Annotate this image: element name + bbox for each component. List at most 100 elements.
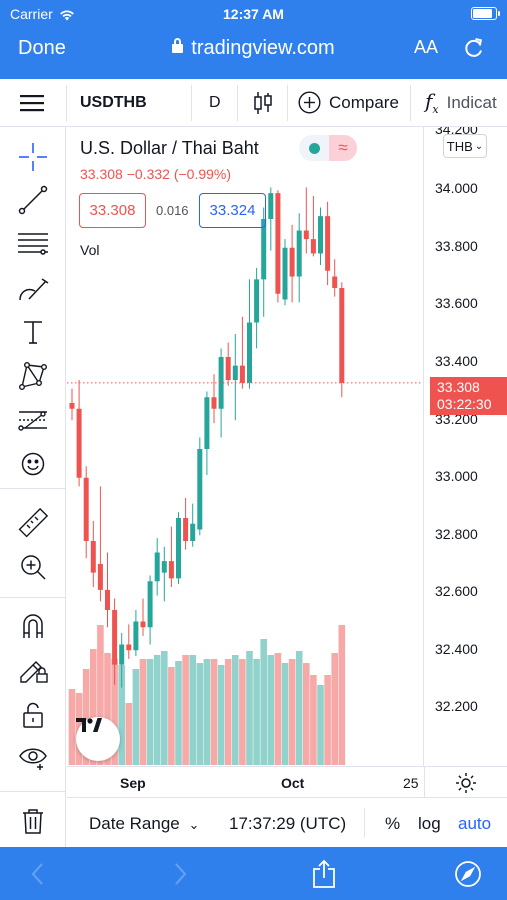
percent-toggle[interactable]: % bbox=[385, 814, 401, 833]
volume-bar bbox=[217, 665, 225, 765]
candle-body bbox=[310, 239, 316, 254]
fib-lines-icon bbox=[18, 233, 48, 255]
pattern-tool[interactable] bbox=[16, 359, 50, 393]
candle-body bbox=[154, 552, 160, 582]
url-text: tradingview.com bbox=[191, 37, 335, 59]
candle-body bbox=[176, 518, 181, 579]
tradingview-logo[interactable] bbox=[76, 717, 120, 761]
log-toggle[interactable]: log bbox=[418, 814, 441, 833]
text-size-button[interactable]: AA bbox=[414, 37, 438, 58]
symbol-search-button[interactable]: USDTHB bbox=[80, 93, 147, 111]
volume-bar bbox=[182, 655, 189, 765]
measure-tool[interactable] bbox=[16, 506, 50, 540]
spread-value: 0.016 bbox=[156, 203, 189, 218]
price-tick: 34.200 bbox=[435, 127, 478, 137]
volume-bar bbox=[260, 639, 267, 765]
bookmarks-button[interactable] bbox=[453, 859, 483, 889]
market-status-pill[interactable]: ≈ bbox=[299, 135, 357, 161]
lock-all-tool[interactable] bbox=[16, 698, 50, 732]
candle-body bbox=[183, 518, 189, 541]
address-bar[interactable]: tradingview.com bbox=[0, 37, 507, 60]
carrier-label: Carrier bbox=[10, 6, 53, 22]
time-axis[interactable]: Sep Oct 25 bbox=[67, 766, 507, 798]
candles-icon bbox=[254, 91, 272, 114]
magnet-tool[interactable] bbox=[16, 609, 50, 643]
market-open-dot bbox=[309, 143, 320, 154]
projection-tool[interactable] bbox=[16, 403, 50, 437]
sell-button[interactable]: 33.308 bbox=[79, 193, 146, 228]
volume-legend: Vol bbox=[80, 242, 100, 258]
date-range-button[interactable]: Date Range ⌄ bbox=[89, 814, 199, 834]
candle-body bbox=[161, 561, 167, 573]
back-button[interactable] bbox=[22, 859, 52, 889]
volume-bar bbox=[203, 659, 211, 765]
candle-body bbox=[268, 193, 274, 219]
price-tick: 33.400 bbox=[435, 353, 478, 369]
candle-body bbox=[282, 247, 288, 300]
battery-icon bbox=[471, 7, 500, 20]
browser-header: Carrier 12:37 AM Done tradingview.com AA bbox=[0, 0, 507, 79]
safari-toolbar bbox=[0, 847, 507, 900]
unlock-icon bbox=[23, 702, 43, 728]
candle-body bbox=[204, 397, 210, 449]
fib-tool[interactable] bbox=[16, 227, 50, 261]
volume-bar bbox=[168, 667, 175, 765]
chart-pane[interactable]: U.S. Dollar / Thai Baht ≈ 33.308 −0.332 … bbox=[67, 127, 507, 797]
chevron-right-icon bbox=[175, 863, 187, 885]
price-tick: 33.600 bbox=[435, 295, 478, 311]
chart-settings-button[interactable] bbox=[424, 767, 507, 798]
indicators-button[interactable]: fx Indicat bbox=[425, 79, 497, 126]
text-tool[interactable] bbox=[16, 315, 50, 349]
chart-type-button[interactable] bbox=[253, 79, 273, 126]
currency-select[interactable]: THB ⌄ bbox=[443, 134, 487, 158]
candle-body bbox=[69, 403, 75, 409]
volume-bar bbox=[295, 651, 303, 765]
done-button[interactable]: Done bbox=[18, 37, 66, 59]
status-time: 12:37 AM bbox=[223, 6, 284, 22]
volume-bar bbox=[161, 651, 168, 765]
volume-bar bbox=[68, 689, 76, 765]
lock-drawing-tool[interactable] bbox=[16, 653, 50, 687]
volume-bar bbox=[210, 659, 218, 765]
chart-toolbar: USDTHB D Compare fx Indicat bbox=[0, 79, 507, 127]
volume-bar bbox=[246, 651, 253, 765]
candle-body bbox=[133, 621, 139, 651]
trend-line-tool[interactable] bbox=[16, 183, 50, 217]
volume-bar bbox=[281, 663, 289, 765]
candle-body bbox=[247, 322, 252, 383]
time-label-oct: Oct bbox=[281, 775, 305, 791]
safari-nav: Done tradingview.com AA bbox=[0, 30, 507, 70]
auto-toggle[interactable]: auto bbox=[458, 814, 492, 833]
candle-body bbox=[190, 523, 196, 541]
interval-button[interactable]: D bbox=[209, 93, 221, 111]
price-chart[interactable] bbox=[67, 127, 507, 767]
brush-tool[interactable] bbox=[16, 272, 50, 306]
volume-bar bbox=[97, 625, 104, 765]
volume-bar bbox=[118, 665, 125, 765]
candle-body bbox=[140, 621, 146, 628]
buy-button[interactable]: 33.324 bbox=[199, 193, 266, 228]
zoom-tool[interactable] bbox=[16, 550, 50, 584]
volume-bar bbox=[153, 655, 161, 765]
candle-body bbox=[90, 541, 96, 573]
compare-button[interactable]: Compare bbox=[298, 79, 399, 126]
price-tick: 33.000 bbox=[435, 468, 478, 484]
reload-icon[interactable] bbox=[462, 36, 486, 60]
remove-drawings-tool[interactable] bbox=[16, 804, 50, 838]
timezone-clock[interactable]: 17:37:29 (UTC) bbox=[229, 814, 347, 833]
crosshair-tool[interactable] bbox=[16, 140, 50, 174]
emoji-tool[interactable] bbox=[16, 447, 50, 481]
symbol-title: U.S. Dollar / Thai Baht bbox=[80, 138, 259, 158]
price-tick: 32.200 bbox=[435, 698, 478, 714]
menu-button[interactable] bbox=[20, 79, 44, 126]
volume-bar bbox=[310, 675, 317, 765]
candle-body bbox=[239, 365, 245, 383]
candle-body bbox=[83, 477, 89, 541]
share-button[interactable] bbox=[309, 859, 339, 889]
trend-line-icon bbox=[18, 185, 48, 215]
forward-button[interactable] bbox=[166, 859, 196, 889]
volume-bar bbox=[82, 669, 90, 765]
hide-drawings-tool[interactable] bbox=[16, 741, 50, 775]
candle-body bbox=[303, 230, 309, 240]
currency-label: THB bbox=[446, 138, 473, 154]
